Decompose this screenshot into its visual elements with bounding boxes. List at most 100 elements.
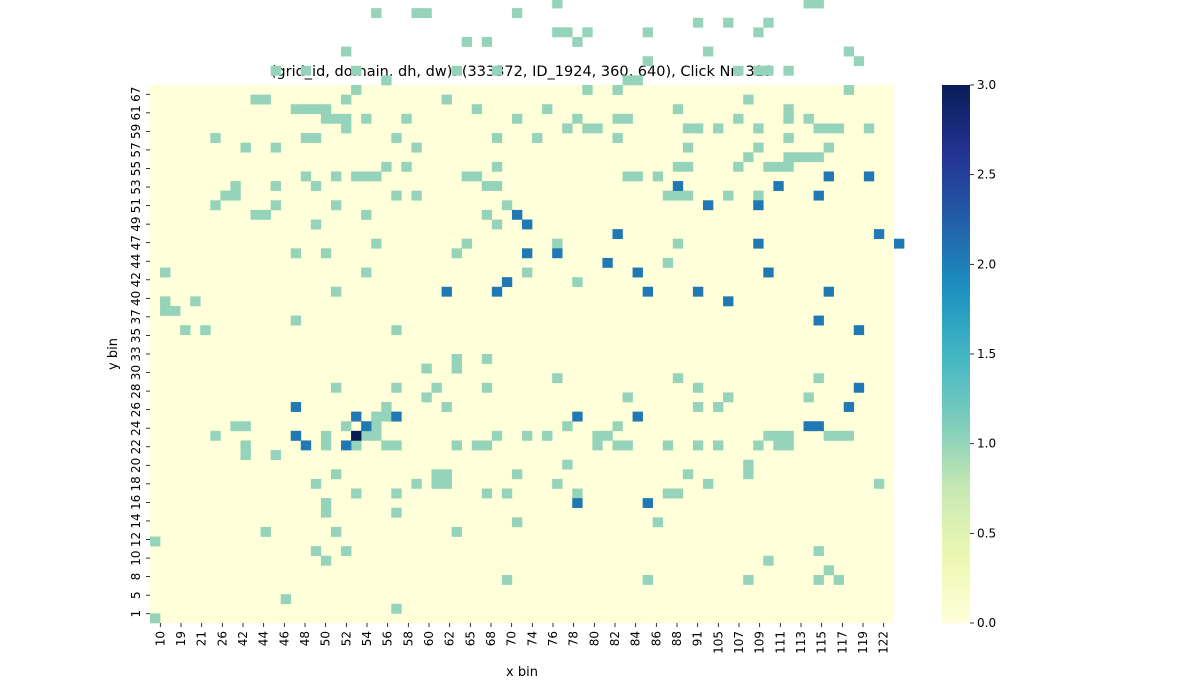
heatmap-cell	[260, 209, 271, 220]
heatmap-cell	[451, 363, 462, 374]
heatmap-cell	[451, 440, 462, 451]
heatmap-cell	[310, 133, 322, 143]
x-axis-label: x bin	[506, 665, 538, 680]
heatmap-cell	[170, 305, 181, 316]
heatmap-cell	[160, 296, 171, 307]
heatmap-cell	[894, 238, 905, 249]
heatmap-cell	[672, 238, 684, 249]
heatmap-cell	[310, 181, 322, 191]
heatmap-cell	[572, 36, 583, 47]
heatmap-cell	[823, 565, 834, 576]
heatmap-cell	[351, 65, 362, 76]
heatmap-cell	[160, 267, 171, 278]
heatmap-cell	[592, 440, 603, 451]
heatmap-cell	[391, 190, 402, 201]
heatmap-cell	[572, 277, 583, 288]
x-tick-label: 62	[443, 631, 457, 646]
heatmap-cell	[391, 133, 402, 143]
heatmap-cell	[612, 440, 623, 451]
heatmap-cell	[371, 430, 382, 441]
heatmap-cell	[803, 152, 814, 163]
colorbar-tick-label: 3.0	[977, 78, 996, 92]
y-axis-label: y bin	[106, 338, 121, 370]
heatmap-cell	[501, 200, 513, 211]
x-tick-label: 21	[195, 631, 209, 646]
heatmap-cell	[823, 286, 834, 297]
heatmap-cell	[200, 325, 211, 336]
heatmap-cell	[843, 46, 855, 57]
heatmap-cell	[381, 440, 392, 451]
heatmap-cell	[511, 209, 523, 220]
heatmap-cell	[290, 430, 302, 441]
heatmap-cell	[702, 478, 714, 489]
x-tick-label: 44	[257, 631, 271, 646]
heatmap-cell	[522, 219, 533, 230]
heatmap-cell	[592, 430, 603, 441]
colorbar-tick-label: 0.5	[977, 526, 996, 540]
x-tick-label: 56	[381, 631, 395, 646]
heatmap-cell	[310, 219, 322, 230]
heatmap-cell	[873, 478, 885, 489]
heatmap-cell	[672, 161, 684, 172]
heatmap-cell	[481, 36, 493, 47]
heatmap-cell	[320, 104, 332, 115]
y-tick-label: 1	[129, 610, 143, 618]
heatmap-cell	[622, 171, 633, 182]
heatmap-cell	[351, 430, 362, 441]
heatmap-cell	[642, 574, 653, 585]
heatmap-cell	[501, 574, 513, 585]
heatmap-cell	[552, 238, 563, 249]
heatmap-cell	[572, 488, 583, 499]
heatmap-cell	[783, 440, 794, 451]
heatmap-cell	[290, 315, 302, 326]
heatmap-cell	[662, 440, 674, 451]
heatmap-cell	[612, 133, 623, 143]
heatmap-cell	[692, 382, 704, 393]
x-tick-label: 119	[856, 631, 870, 654]
heatmap-cell	[572, 498, 583, 509]
heatmap-cell	[270, 450, 281, 460]
heatmap-cell	[773, 430, 784, 441]
heatmap-cell	[431, 469, 442, 480]
heatmap-cell	[511, 8, 523, 19]
heatmap-cell	[743, 94, 754, 105]
heatmap-cell	[522, 248, 533, 259]
x-tick-label: 91	[691, 631, 705, 646]
heatmap-cell	[220, 190, 231, 201]
x-tick-label: 52	[339, 631, 353, 646]
heatmap-cell	[361, 421, 372, 432]
heatmap-cell	[813, 0, 824, 9]
heatmap-cell	[692, 440, 704, 451]
heatmap-cell	[451, 526, 462, 537]
heatmap-cell	[421, 8, 432, 19]
heatmap-cell	[632, 75, 643, 86]
heatmap-cell	[250, 94, 261, 105]
x-tick-label: 19	[174, 631, 188, 646]
heatmap-cell	[853, 56, 865, 67]
x-tick-label: 88	[670, 631, 684, 646]
y-tick-label: 40	[129, 291, 143, 306]
heatmap-cell	[270, 200, 281, 211]
heatmap-cell	[210, 200, 221, 211]
heatmap-cell	[401, 161, 412, 172]
heatmap-cell	[602, 430, 613, 441]
heatmap-cell	[210, 133, 221, 143]
heatmap-cell	[763, 65, 774, 76]
heatmap-cell	[783, 161, 794, 172]
heatmap-cell	[632, 411, 643, 422]
heatmap-cell	[441, 286, 452, 297]
x-tick-label: 68	[484, 631, 498, 646]
x-tick-label: 113	[794, 631, 808, 654]
heatmap-cell	[813, 315, 824, 326]
heatmap-cell	[622, 75, 633, 86]
heatmap-cell	[813, 421, 824, 432]
heatmap-cell	[622, 392, 633, 403]
heatmap-cell	[823, 171, 834, 182]
y-axis: 1 5 8 10 12 14 16 18 20 22 24 26 28 30 33 35 37 40 42 44 47 4…	[129, 87, 150, 618]
heatmap-cell	[351, 411, 362, 422]
x-tick-label: 50	[319, 631, 333, 646]
heatmap-cell	[803, 421, 814, 432]
heatmap-cell	[783, 113, 794, 124]
x-tick-label: 117	[835, 631, 849, 654]
x-tick-label: 70	[505, 631, 519, 646]
